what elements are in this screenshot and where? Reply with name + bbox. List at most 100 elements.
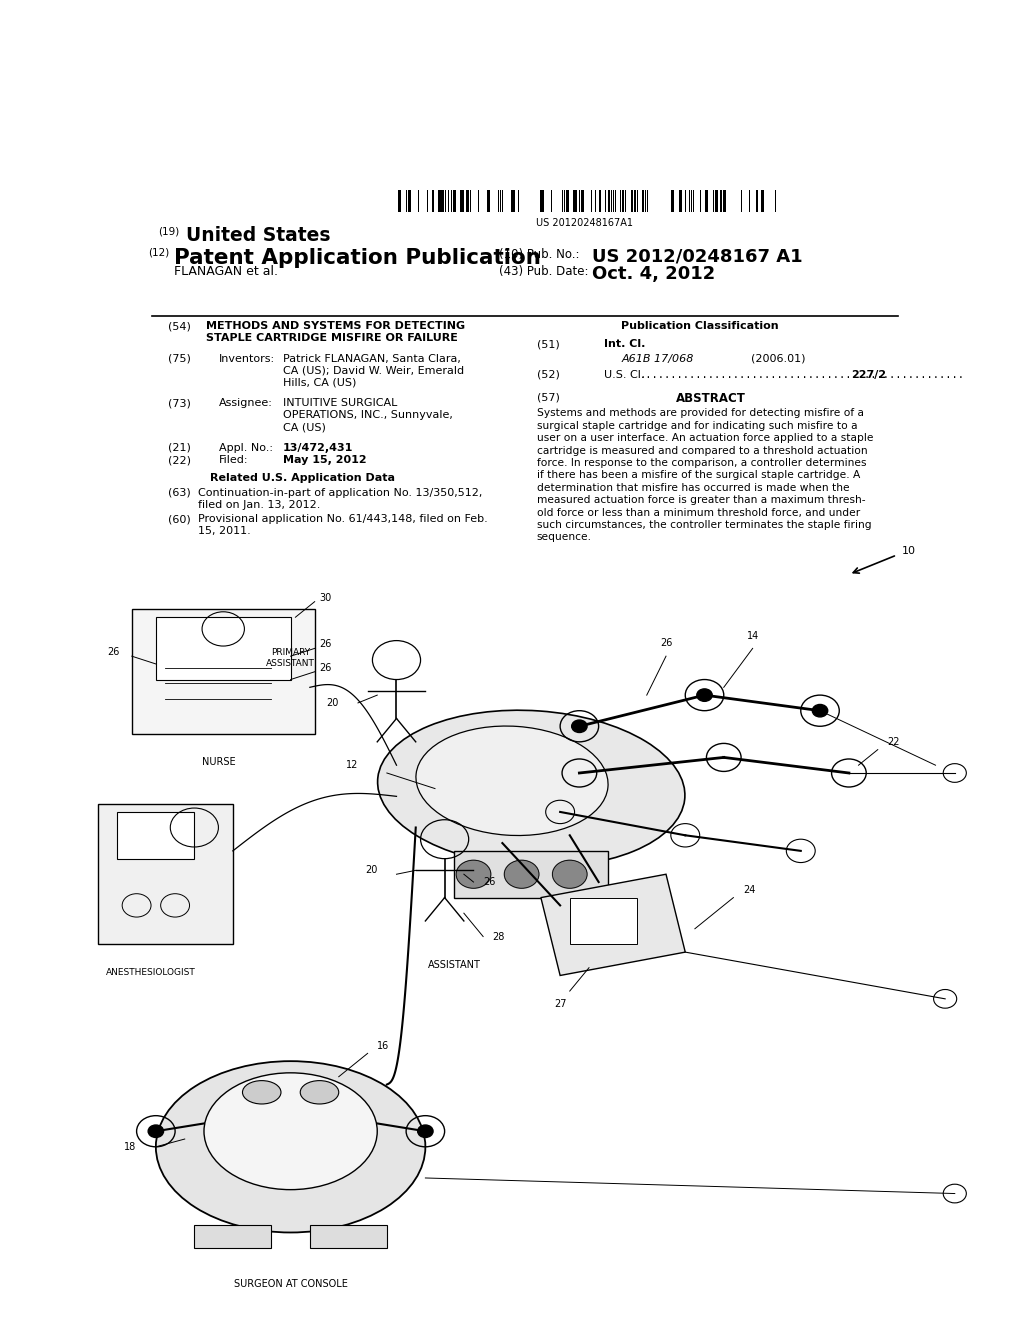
Text: (73): (73) [168,399,190,408]
Text: 20: 20 [365,866,377,875]
Text: U.S. Cl.: U.S. Cl. [604,370,645,380]
Circle shape [148,1125,164,1138]
Text: ASSISTANT: ASSISTANT [428,960,480,970]
Bar [487,190,490,211]
Text: (22): (22) [168,455,190,465]
Bar [634,190,636,211]
Bar [569,898,637,944]
Text: Inventors:: Inventors: [219,354,275,363]
Text: May 15, 2012: May 15, 2012 [283,455,367,465]
Text: 26: 26 [108,647,120,657]
Bar [512,190,515,211]
Text: force. In response to the comparison, a controller determines: force. In response to the comparison, a … [537,458,866,469]
Text: surgical staple cartridge and for indicating such misfire to a: surgical staple cartridge and for indica… [537,421,857,430]
Text: cartridge is measured and compared to a threshold actuation: cartridge is measured and compared to a … [537,446,867,455]
Text: Systems and methods are provided for detecting misfire of a: Systems and methods are provided for det… [537,408,863,418]
Bar [455,851,608,898]
Bar [540,190,542,211]
Text: 13/472,431: 13/472,431 [283,444,353,453]
Text: 30: 30 [319,593,332,603]
Bar [409,190,412,211]
Circle shape [571,719,587,733]
Bar [720,190,722,211]
Text: STAPLE CARTRIDGE MISFIRE OR FAILURE: STAPLE CARTRIDGE MISFIRE OR FAILURE [206,333,458,343]
Text: 18: 18 [124,1142,136,1152]
Bar [705,190,709,211]
Text: Publication Classification: Publication Classification [621,321,778,331]
Text: CA (US); David W. Weir, Emerald: CA (US); David W. Weir, Emerald [283,366,464,376]
Text: old force or less than a minimum threshold force, and under: old force or less than a minimum thresho… [537,508,860,517]
Bar [715,190,718,211]
Text: 15, 2011.: 15, 2011. [198,527,251,536]
Text: 10: 10 [902,546,915,556]
Bar [195,1225,271,1249]
Bar [466,190,469,211]
Bar [132,610,314,734]
Text: (60): (60) [168,515,190,524]
Text: 26: 26 [319,663,332,673]
Text: (63): (63) [168,487,190,498]
Bar [442,190,443,211]
Bar [498,190,500,211]
Text: Provisional application No. 61/443,148, filed on Feb.: Provisional application No. 61/443,148, … [198,515,487,524]
Bar [438,190,441,211]
Text: Assignee:: Assignee: [219,399,273,408]
Bar [672,190,675,211]
Bar [574,190,578,211]
Bar [581,190,584,211]
Text: 22: 22 [888,737,900,747]
Bar [454,190,457,211]
Bar [761,190,764,211]
Bar [98,804,232,944]
Text: Patrick FLANAGAN, Santa Clara,: Patrick FLANAGAN, Santa Clara, [283,354,461,363]
Text: (75): (75) [168,354,190,363]
Text: 26: 26 [659,639,672,648]
Bar [723,190,726,211]
Text: US 2012/0248167 A1: US 2012/0248167 A1 [592,248,803,265]
Text: 12: 12 [346,760,358,770]
Bar [543,190,544,211]
Text: (43) Pub. Date:: (43) Pub. Date: [500,265,589,279]
Bar [310,1225,387,1249]
Bar [566,190,569,211]
Text: 14: 14 [746,631,759,640]
Bar [642,190,644,211]
Bar [756,190,758,211]
Ellipse shape [300,1081,339,1104]
Circle shape [504,861,539,888]
Text: 27: 27 [554,999,566,1008]
Text: 24: 24 [743,884,756,895]
Circle shape [552,861,587,888]
Circle shape [418,1125,433,1138]
Text: A61B 17/068: A61B 17/068 [622,354,694,363]
Ellipse shape [204,1073,377,1189]
Text: 16: 16 [377,1040,389,1051]
Bar [579,190,581,211]
Text: (10) Pub. No.:: (10) Pub. No.: [500,248,580,261]
Bar [461,190,464,211]
Text: 20: 20 [327,698,339,708]
Ellipse shape [378,710,685,867]
Text: Oct. 4, 2012: Oct. 4, 2012 [592,265,716,282]
Text: determination that misfire has occurred is made when the: determination that misfire has occurred … [537,483,849,492]
Text: sequence.: sequence. [537,532,592,543]
Text: Continuation-in-part of application No. 13/350,512,: Continuation-in-part of application No. … [198,487,482,498]
Text: Appl. No.:: Appl. No.: [219,444,273,453]
Bar [608,190,610,211]
Bar [685,190,686,211]
Text: 227/2: 227/2 [851,370,886,380]
Circle shape [456,861,490,888]
Bar [679,190,682,211]
Text: United States: United States [186,227,331,246]
Bar [156,618,291,680]
Bar [623,190,624,211]
Circle shape [812,705,827,717]
Text: FLANAGAN et al.: FLANAGAN et al. [174,265,279,279]
Bar [397,190,401,211]
Text: (51): (51) [537,339,559,350]
Text: Related U.S. Application Data: Related U.S. Application Data [210,474,395,483]
Text: measured actuation force is greater than a maximum thresh-: measured actuation force is greater than… [537,495,865,506]
Text: SURGEON AT CONSOLE: SURGEON AT CONSOLE [233,1279,347,1290]
Circle shape [696,689,713,701]
Ellipse shape [416,726,608,836]
